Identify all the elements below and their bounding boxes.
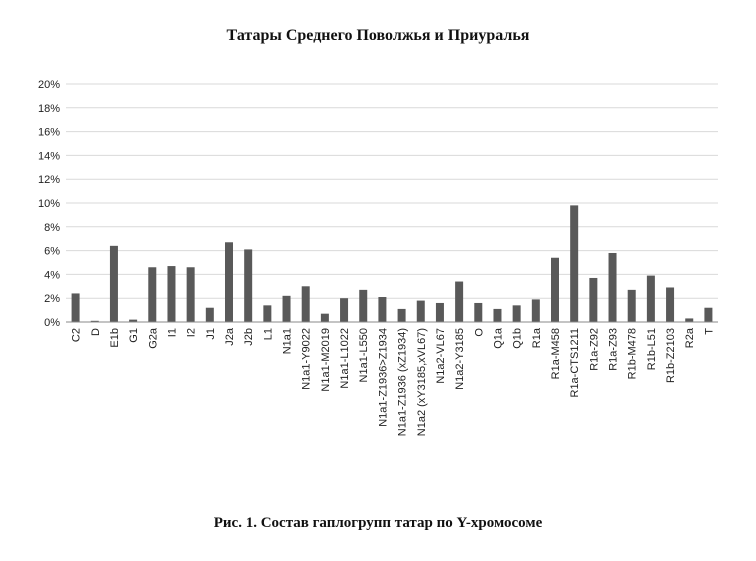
x-tick-label: R1a-Z92 bbox=[588, 328, 600, 371]
bar bbox=[627, 289, 636, 322]
bar bbox=[455, 281, 464, 322]
bar bbox=[263, 305, 272, 322]
x-tick-label: O bbox=[473, 328, 485, 337]
x-axis-tick-labels: C2 D E1b G1 G2a I1 I2 J1 J2a J2b L1 N1a1 N1a1-Y9022 N… bbox=[71, 327, 716, 436]
x-tick-label: N1a1-Z1936 (xZ1934) bbox=[397, 328, 409, 436]
y-tick-label: 18% bbox=[38, 103, 60, 115]
bar bbox=[493, 308, 502, 322]
y-tick-label: 10% bbox=[38, 198, 60, 210]
bar bbox=[589, 277, 598, 322]
bar bbox=[435, 302, 444, 322]
bar bbox=[685, 318, 694, 322]
y-axis-tick-labels: 0% 2% 4% 6% 8% 10% 12% 14% 16% 18% 20% bbox=[38, 79, 60, 329]
x-tick-label: R1b-M478 bbox=[627, 328, 639, 379]
y-tick-label: 6% bbox=[44, 246, 60, 258]
x-tick-label: R1a-M458 bbox=[550, 328, 562, 379]
x-tick-label: R1a-Z93 bbox=[608, 328, 620, 371]
bar bbox=[608, 252, 617, 322]
x-tick-label: J1 bbox=[205, 328, 217, 340]
x-tick-label: C2 bbox=[71, 328, 83, 342]
bar bbox=[531, 299, 540, 322]
bar bbox=[244, 249, 253, 322]
bar bbox=[71, 293, 80, 322]
figure-caption: Рис. 1. Состав гаплогрупп татар по Y-хро… bbox=[213, 515, 543, 531]
x-tick-label: Q1a bbox=[492, 327, 504, 349]
x-tick-label: R1a-CTS1211 bbox=[569, 328, 581, 398]
y-tick-label: 4% bbox=[44, 269, 60, 281]
x-tick-label: R1b-L51 bbox=[646, 328, 658, 370]
x-tick-label: N1a2-VL67 bbox=[435, 328, 447, 384]
x-tick-label: N1a1-L1022 bbox=[339, 328, 351, 389]
y-tick-label: 16% bbox=[38, 127, 60, 139]
bar bbox=[205, 307, 214, 322]
y-tick-label: 8% bbox=[44, 222, 60, 234]
bar bbox=[340, 298, 349, 322]
bar bbox=[129, 319, 138, 322]
bar bbox=[167, 266, 176, 322]
bar bbox=[397, 308, 406, 322]
y-tick-label: 0% bbox=[44, 317, 60, 329]
x-tick-label: N1a2 (xY3185,xVL67) bbox=[416, 328, 428, 436]
y-tick-label: 2% bbox=[44, 293, 60, 305]
x-tick-label: N1a1-Z1936>Z1934 bbox=[377, 328, 389, 427]
bar bbox=[109, 245, 118, 322]
x-tick-label: N1a1-Y9022 bbox=[301, 328, 313, 390]
bar bbox=[474, 302, 483, 322]
bar bbox=[359, 289, 368, 322]
bar bbox=[148, 267, 157, 322]
y-tick-label: 20% bbox=[38, 79, 60, 91]
x-tick-label: I1 bbox=[166, 328, 178, 337]
x-tick-label: R1a bbox=[531, 327, 543, 348]
grid-lines bbox=[66, 83, 718, 323]
chart-title: Татары Среднего Поволжья и Приуралья bbox=[226, 27, 530, 44]
bar bbox=[512, 305, 521, 322]
bar bbox=[186, 267, 195, 322]
x-tick-label: N1a2-Y3185 bbox=[454, 328, 466, 390]
x-tick-label: N1a1-L550 bbox=[358, 328, 370, 382]
x-tick-label: I2 bbox=[186, 328, 198, 337]
x-tick-label: D bbox=[90, 328, 102, 336]
y-tick-label: 14% bbox=[38, 150, 60, 162]
x-tick-label: R2a bbox=[684, 327, 696, 348]
x-tick-label: G1 bbox=[128, 328, 140, 343]
bar bbox=[301, 286, 310, 322]
x-tick-label: E1b bbox=[109, 328, 121, 348]
bars bbox=[71, 205, 713, 322]
x-tick-label: N1a1-M2019 bbox=[320, 328, 332, 392]
bar bbox=[225, 242, 233, 322]
bar bbox=[416, 300, 425, 322]
x-tick-label: T bbox=[703, 328, 715, 335]
bar bbox=[704, 307, 713, 322]
bar bbox=[570, 205, 579, 322]
x-tick-label: J2a bbox=[224, 327, 236, 346]
bar bbox=[378, 297, 387, 322]
bar bbox=[320, 313, 329, 322]
bar bbox=[282, 295, 291, 322]
bar bbox=[666, 287, 675, 322]
x-tick-label: Q1b bbox=[512, 328, 524, 349]
x-tick-label: N1a1 bbox=[282, 328, 294, 354]
bar bbox=[646, 275, 655, 322]
x-tick-label: R1b-Z2103 bbox=[665, 328, 677, 383]
x-tick-label: J2b bbox=[243, 328, 255, 346]
bar bbox=[551, 257, 559, 322]
bar bbox=[90, 320, 99, 322]
x-tick-label: L1 bbox=[262, 328, 274, 340]
y-tick-label: 12% bbox=[38, 174, 60, 186]
x-tick-label: G2a bbox=[147, 327, 159, 349]
